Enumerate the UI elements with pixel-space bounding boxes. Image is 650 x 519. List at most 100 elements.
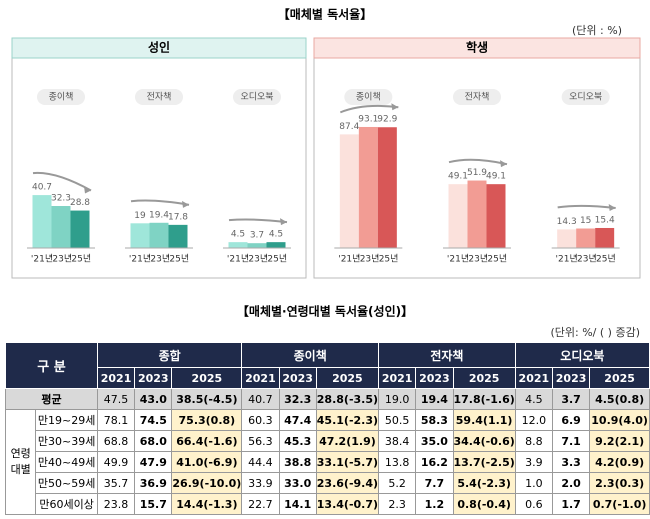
group-label-box: [561, 89, 610, 105]
cell: 75.3(0.8): [171, 409, 243, 431]
cell: 14.1: [278, 493, 317, 515]
row: 만50~59세 35.7 36.9 26.9(-10.0) 33.9 33.0 23.6(-…: [6, 472, 650, 494]
group-label-box: [344, 89, 393, 105]
value-label: 32.3: [51, 194, 71, 204]
cell: 45.1(-2.3): [315, 409, 380, 431]
x-label: '23년: [50, 254, 72, 265]
panel-header: [11, 37, 307, 59]
cell: 33.9: [241, 472, 280, 494]
year-header: 2023: [278, 367, 317, 389]
value-label: 14.3: [557, 217, 577, 227]
cell: 66.4(-1.6): [171, 430, 243, 452]
table-unit: (단위: %/ ( ) 증감): [551, 326, 641, 339]
cell: 47.2(1.9): [315, 430, 380, 452]
year-header: 2025: [452, 367, 516, 389]
cell: 60.3: [241, 409, 280, 431]
year-header: 2021: [514, 367, 553, 389]
year-header: 2025: [589, 367, 650, 389]
cell: 0.7(-1.0): [589, 493, 650, 515]
x-label: '25년: [594, 254, 616, 265]
bar: [595, 227, 615, 248]
group-header: 전자책: [378, 342, 516, 368]
cell: 1.2: [415, 493, 454, 515]
row-label: 만40~49세: [35, 451, 98, 473]
year-header: 2025: [315, 367, 380, 389]
group-header: 오디오북: [514, 342, 650, 368]
cell: 47.5: [96, 388, 136, 410]
value-label: 4.5: [231, 230, 245, 240]
value-label: 15: [580, 216, 591, 226]
row: 만60세이상 23.8 15.7 14.4(-1.3) 22.7 14.1 13.4(-0.…: [6, 493, 650, 515]
cell: 49.9: [96, 451, 136, 473]
x-label: '23년: [466, 254, 488, 265]
x-label: '23년: [148, 254, 170, 265]
year-header: 2025: [171, 367, 243, 389]
bar: [70, 210, 90, 248]
value-label: 3.7: [250, 231, 264, 241]
cell: 32.3: [278, 388, 317, 410]
year-header: 2023: [134, 367, 173, 389]
value-label: 28.8: [70, 198, 90, 208]
cell: 44.4: [241, 451, 280, 473]
corner-header: 구 분: [5, 342, 98, 389]
bar: [130, 223, 150, 248]
bar: [467, 180, 487, 248]
year-header: 2021: [96, 367, 136, 389]
value-label: 92.9: [377, 115, 397, 125]
value-label: 17.8: [168, 212, 188, 222]
cell: 38.5(-4.5): [171, 388, 243, 410]
cell: 34.4(-0.6): [452, 430, 516, 452]
value-label: 15.4: [595, 215, 615, 225]
x-label: '21년: [338, 254, 360, 265]
cell: 7.7: [415, 472, 454, 494]
cell: 6.9: [551, 409, 591, 431]
bar: [358, 126, 378, 248]
cell: 2.0: [551, 472, 591, 494]
cell: 47.4: [278, 409, 317, 431]
cell: 19.4: [415, 388, 454, 410]
cell: 8.8: [514, 430, 553, 452]
cell: 58.3: [415, 409, 454, 431]
unit: (단위 : %): [572, 24, 622, 37]
table: 구 분 종합 종이책 전자책 오디오북 2021 2023 2025 2021 2023 2025 2…: [4, 342, 650, 515]
cell: 3.3: [551, 451, 591, 473]
cell: 43.0: [134, 388, 173, 410]
cell: 13.8: [378, 451, 417, 473]
cell: 0.6: [514, 493, 553, 515]
cell: 0.8(-0.4): [452, 493, 516, 515]
cell: 38.8: [278, 451, 317, 473]
group-label: 오디오북: [569, 92, 602, 103]
cell: 40.7: [241, 388, 280, 410]
arrow-head: [391, 103, 399, 111]
bar: [448, 184, 468, 248]
cell: 1.7: [551, 493, 591, 515]
cell: 35.7: [96, 472, 136, 494]
value-label: 19: [134, 211, 146, 221]
cell: 45.3: [278, 430, 317, 452]
x-label: '21년: [31, 254, 53, 265]
year-header: 2021: [241, 367, 280, 389]
charts: 【매체별 독서율】 (단위 : %) 【매체별·연령대별 독서율(성인)】 (단…: [11, 7, 641, 339]
bar: [266, 242, 286, 248]
cell: 15.7: [134, 493, 173, 515]
row-label: 만19~29세: [35, 409, 98, 431]
cell: 3.9: [514, 451, 553, 473]
group-label: 전자책: [465, 91, 490, 103]
bar: [377, 127, 397, 248]
cell: 59.4(1.1): [452, 409, 516, 431]
row-label: 평균: [5, 388, 98, 410]
cell: 41.0(-6.9): [171, 451, 243, 473]
cell: 68.8: [96, 430, 136, 452]
bar: [32, 195, 52, 248]
row-label: 만60세이상: [35, 493, 98, 515]
group-label: 전자책: [147, 91, 172, 103]
cell: 28.8(-3.5): [315, 388, 380, 410]
bar: [247, 243, 267, 248]
bar: [486, 184, 506, 248]
group-label-box: [37, 89, 85, 105]
value-label: 49.1: [486, 172, 506, 182]
cell: 68.0: [134, 430, 173, 452]
x-label: '25년: [69, 254, 91, 265]
value-label: 19.4: [149, 210, 169, 220]
